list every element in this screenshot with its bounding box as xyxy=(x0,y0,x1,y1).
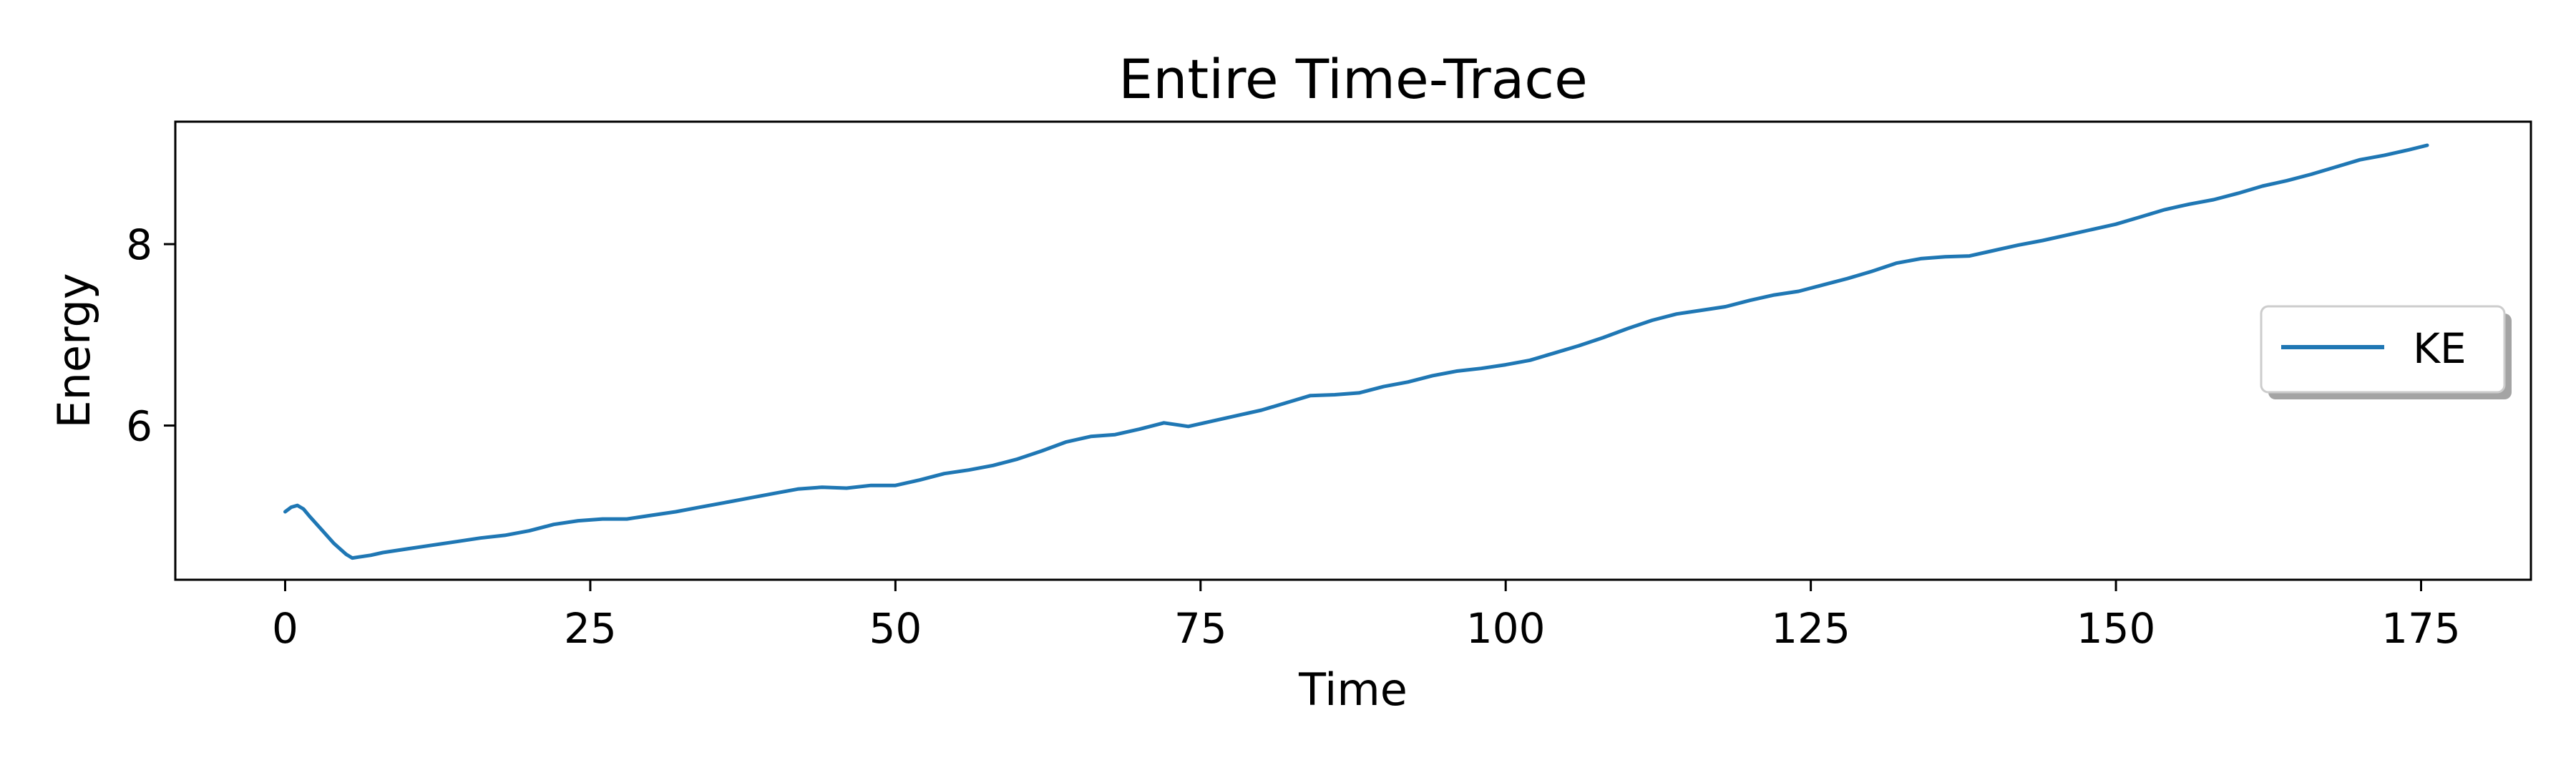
x-tick-label: 125 xyxy=(1771,604,1850,653)
y-tick-label: 8 xyxy=(126,220,152,269)
x-tick-label: 0 xyxy=(272,604,298,653)
x-tick-label: 175 xyxy=(2381,604,2461,653)
x-tick-label: 75 xyxy=(1174,604,1227,653)
x-tick-label: 50 xyxy=(869,604,922,653)
plot-area xyxy=(174,120,2532,581)
legend-series-label: KE xyxy=(2413,324,2467,373)
series-line-ke xyxy=(283,143,2429,560)
x-axis-label: Time xyxy=(1298,663,1407,716)
series-layer xyxy=(283,143,2429,560)
y-tick-label: 6 xyxy=(126,402,152,451)
chart-title: Entire Time-Trace xyxy=(1118,47,1588,111)
x-tick-label: 25 xyxy=(564,604,617,653)
x-tick-label: 100 xyxy=(1466,604,1546,653)
y-axis: 68 xyxy=(126,220,175,451)
x-axis: 0 25 50 75 100 125 150 175 xyxy=(272,580,2461,653)
legend: KE xyxy=(2260,305,2512,399)
x-tick-label: 150 xyxy=(2077,604,2156,653)
y-axis-label: Energy xyxy=(48,273,100,428)
